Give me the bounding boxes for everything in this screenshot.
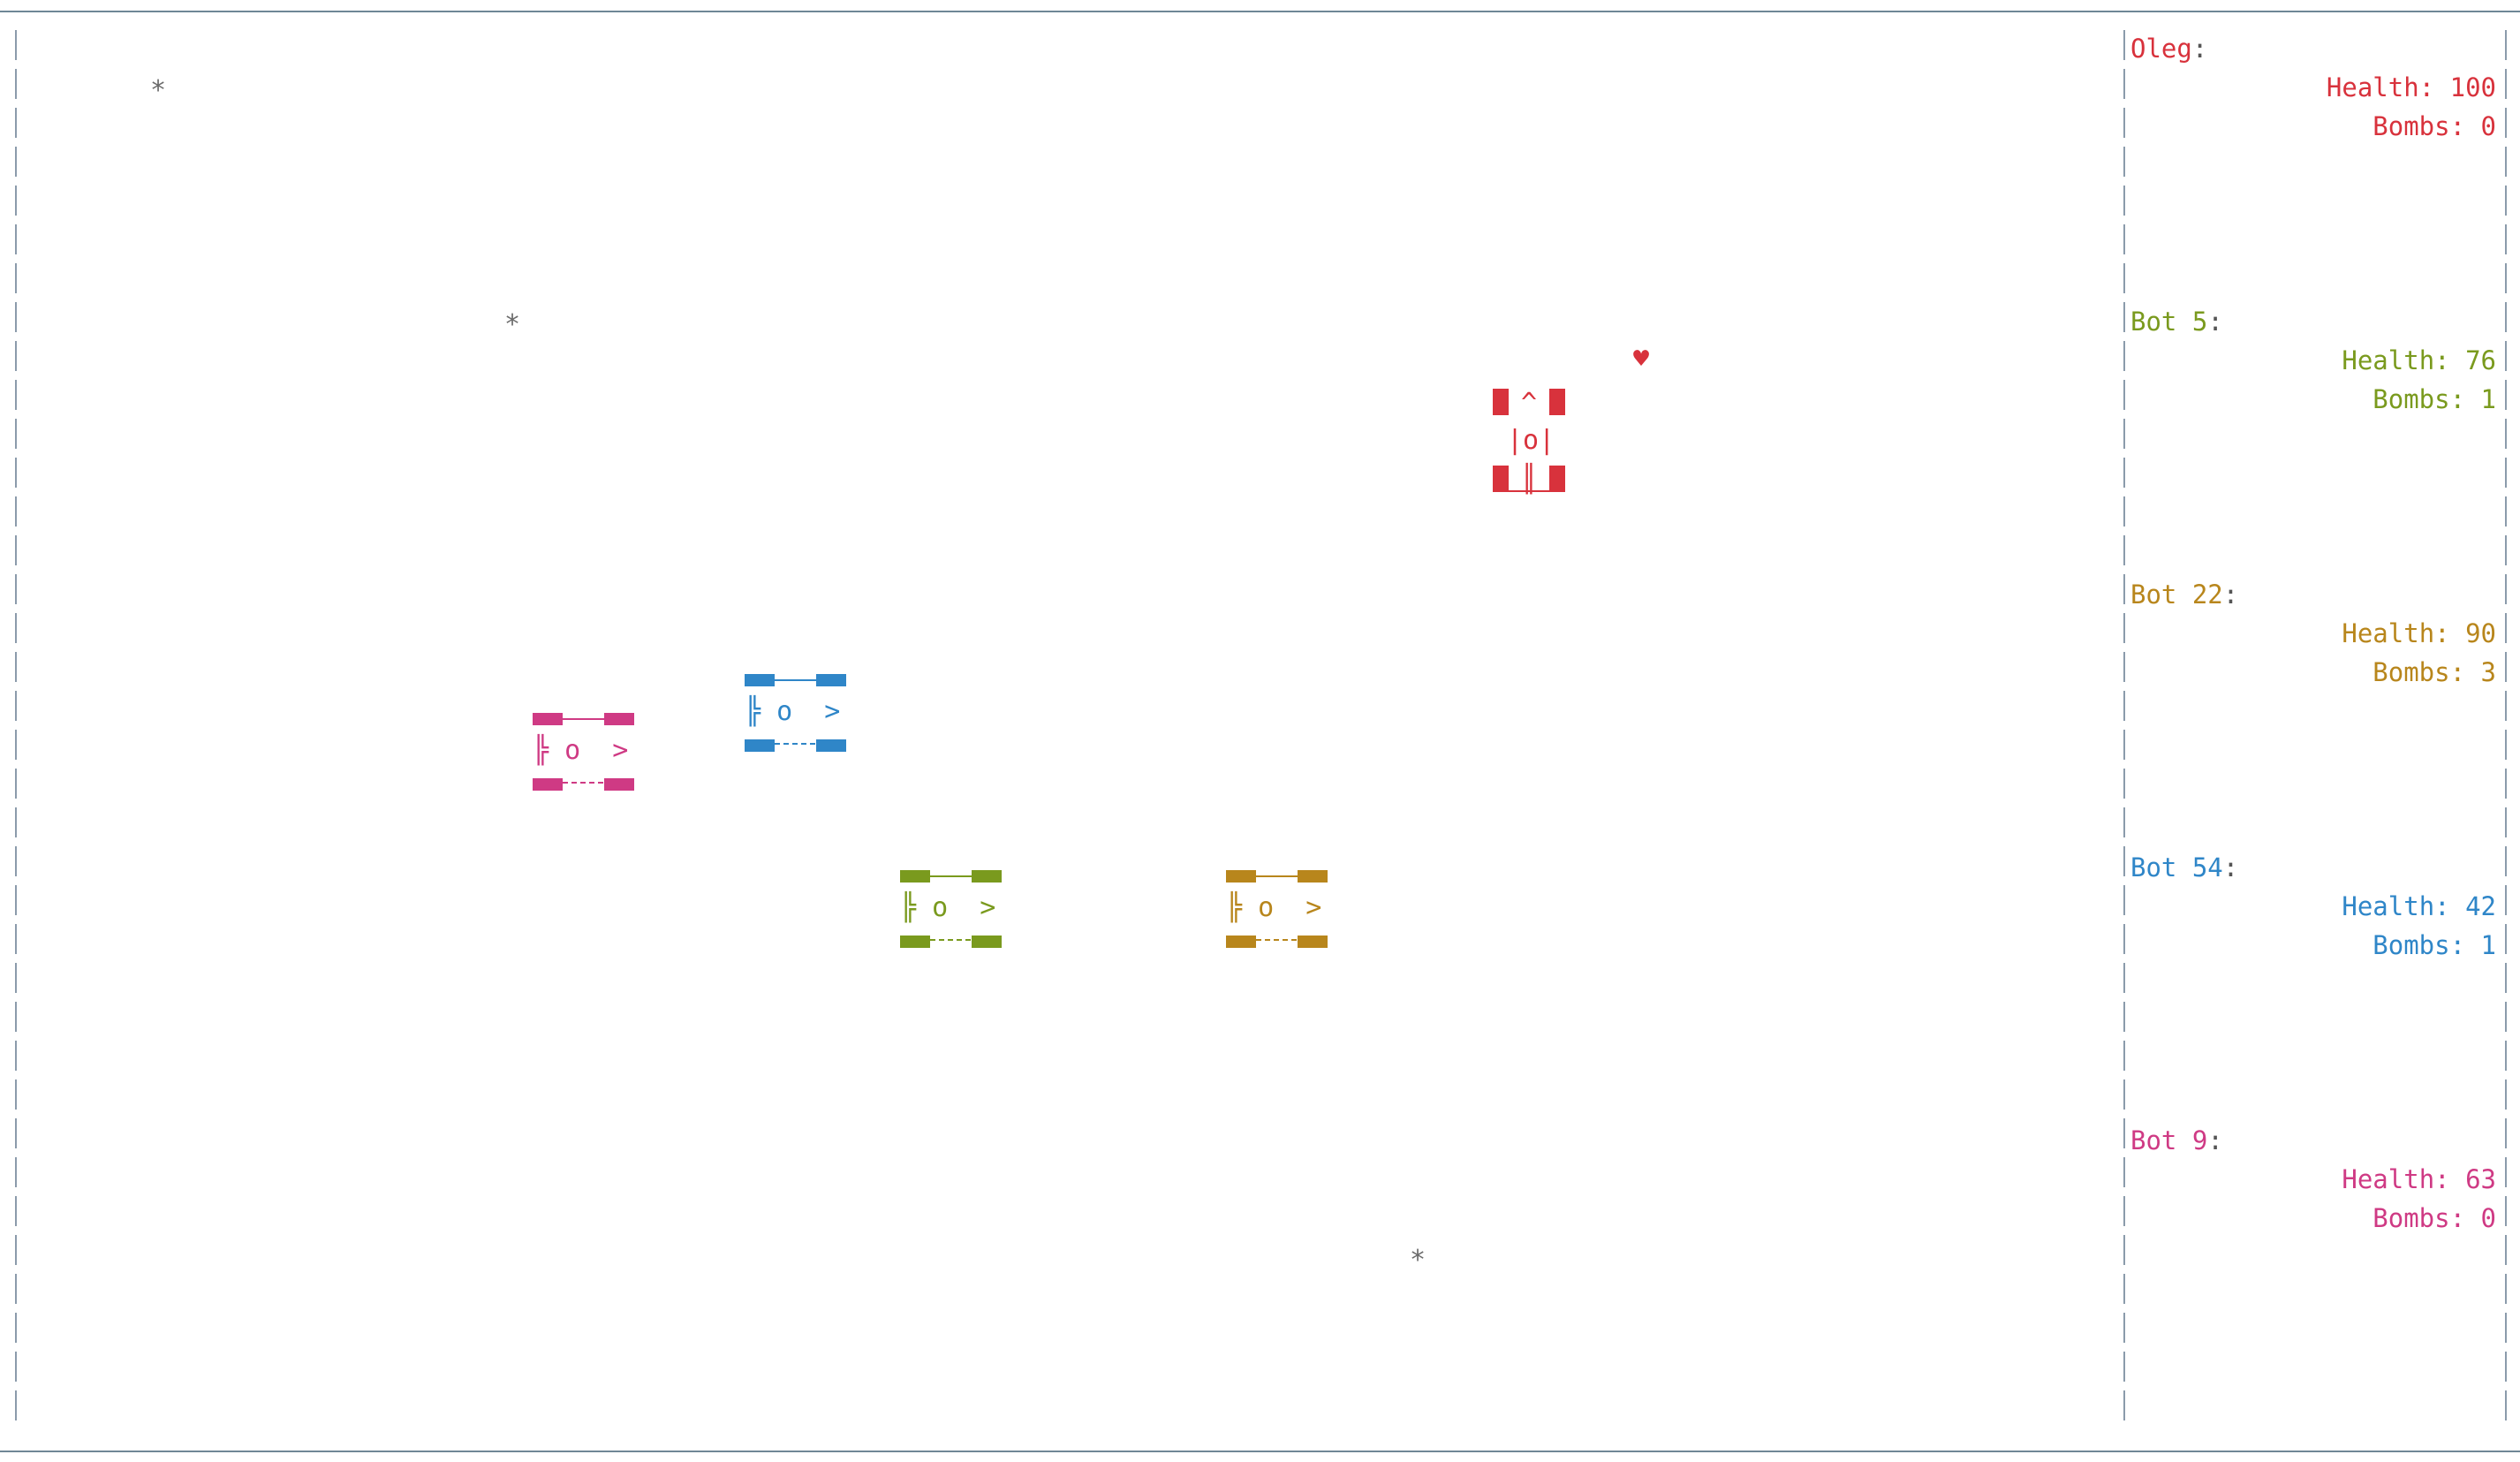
sidebar-right-border [2505,30,2507,1426]
tank-tread [1298,936,1328,948]
tank-body: ╠ o > [533,735,629,766]
player-name: Bot 22: [2130,579,2239,610]
tank-body: ╠ o > [1226,892,1322,923]
tank-tread [1549,466,1565,492]
tank-tread [816,739,846,752]
health-value: Health: 90 [2342,618,2496,648]
tank-tread [1493,466,1509,492]
top-border [0,11,2520,12]
bot-tank-22: ╠ o > [1226,868,1328,948]
debris-icon: * [1410,1245,1426,1276]
tank-tread [972,936,1002,948]
debris-icon: * [504,309,521,340]
bombs-value: Bombs: 1 [2372,384,2496,414]
tank-body: ╠ o > [745,696,841,727]
tank-tread [1226,936,1256,948]
health-value: Health: 76 [2342,345,2496,375]
tank-hull-line [1256,939,1298,941]
sidebar-left-border [2123,30,2125,1426]
health-value: Health: 42 [2342,891,2496,921]
tank-hull-line [563,782,604,784]
health-value: Health: 63 [2342,1164,2496,1194]
bot-tank-9: ╠ o > [533,711,634,791]
debris-icon: * [150,75,167,106]
player-tank-oleg: ^ |o| ║ [1493,387,1565,493]
tank-tread [533,713,563,725]
tank-tread [604,778,634,791]
tank-tread [900,870,930,883]
tank-tread [972,870,1002,883]
tank-tread [1226,870,1256,883]
left-border [15,30,17,1426]
tank-tread [1493,389,1509,415]
health-value: Health: 100 [2326,72,2496,102]
tank-tread [745,739,775,752]
tank-tread [900,936,930,948]
tank-hull-line [930,939,972,941]
bombs-value: Bombs: 0 [2372,111,2496,141]
tank-hull-center: ║ [1521,464,1538,495]
tank-hull-line [775,679,816,681]
bot-tank-5: ╠ o > [900,868,1002,948]
tank-hull-line [775,743,816,745]
tank-hull-line [563,718,604,720]
bombs-value: Bombs: 1 [2372,930,2496,960]
tank-cannon: ^ [1521,388,1538,419]
player-name: Bot 5: [2130,307,2223,337]
player-name: Bot 54: [2130,852,2239,883]
tank-hull-line [1509,490,1549,492]
tank-tread [604,713,634,725]
tank-hull-line [930,875,972,877]
bot-tank-54: ╠ o > [745,672,846,752]
tank-tread [745,674,775,686]
tank-tread [1549,389,1565,415]
health-heart-icon: ♥ [1633,344,1650,375]
player-name: Bot 9: [2130,1125,2223,1155]
player-name: Oleg: [2130,34,2208,64]
tank-tread [816,674,846,686]
bottom-border [0,1451,2520,1452]
tank-turret: |o| [1507,425,1555,456]
bombs-value: Bombs: 3 [2372,657,2496,687]
tank-tread [533,778,563,791]
tank-tread [1298,870,1328,883]
tank-body: ╠ o > [900,892,996,923]
bombs-value: Bombs: 0 [2372,1203,2496,1233]
tank-hull-line [1256,875,1298,877]
